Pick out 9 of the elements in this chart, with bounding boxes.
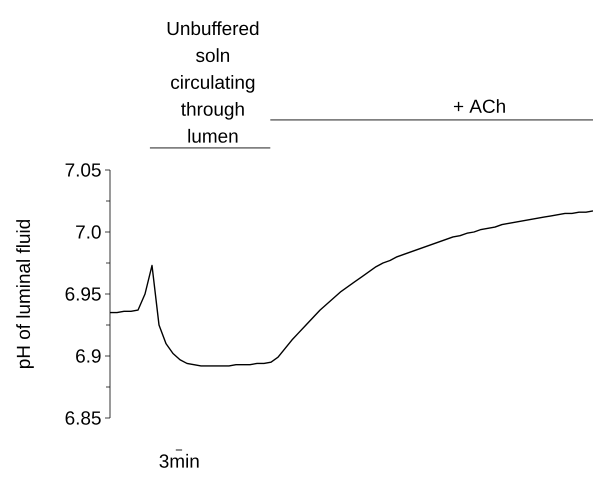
text: Unbuffered soln circulating through lumen <box>168 21 258 143</box>
y-tick-label: 7.0 <box>76 225 101 239</box>
y-tick-label: 6.85 <box>66 411 101 425</box>
text: + ACh <box>454 99 505 113</box>
y-tick-label: 6.95 <box>66 287 101 301</box>
y-axis-title: pH of luminal fluid <box>16 220 34 368</box>
y-tick-label: 7.05 <box>66 163 101 177</box>
y-tick-label: 6.9 <box>76 349 101 363</box>
text: 3min <box>160 454 199 468</box>
